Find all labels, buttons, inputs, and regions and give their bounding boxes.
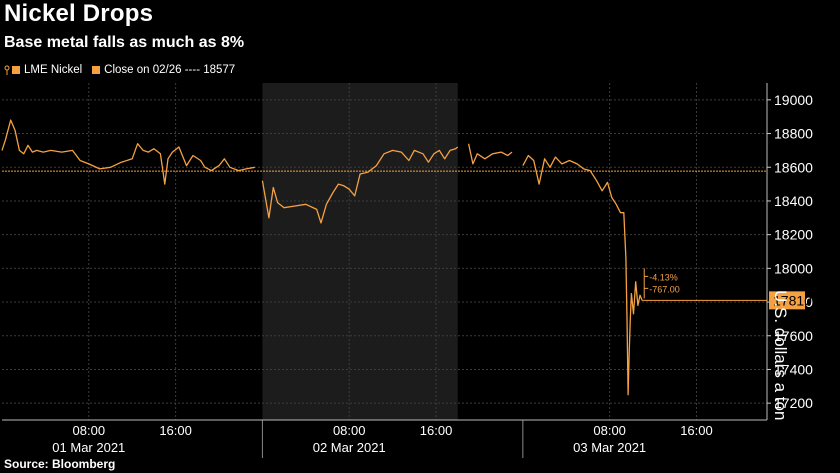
legend-item-close: Close on 02/26 ---- 18577 (92, 64, 235, 76)
chart-legend: LME Nickel Close on 02/26 ---- 18577 (4, 64, 245, 76)
pin-icon (4, 65, 10, 75)
annotation-change: -767.00 (649, 284, 680, 294)
annotation-percent: -4.13% (649, 272, 678, 282)
x-date-label: 02 Mar 2021 (313, 440, 386, 455)
series-line-segment (261, 146, 459, 224)
legend-swatch-close (92, 66, 101, 74)
y-tick-label: 17200 (774, 395, 813, 411)
x-tick-label: 16:00 (680, 423, 713, 438)
last-value-text: 17810 (773, 292, 812, 308)
y-tick-label: 17600 (774, 328, 813, 344)
shaded-session-band (262, 83, 458, 420)
y-tick-label: 18000 (774, 260, 813, 276)
x-tick-label: 08:00 (593, 423, 626, 438)
x-tick-label: 08:00 (333, 423, 366, 438)
chart-title: Nickel Drops (4, 0, 154, 27)
legend-close-label: Close on 02/26 ---- 18577 (104, 64, 236, 76)
source-note: Source: Bloomberg (4, 457, 116, 471)
x-date-label: 01 Mar 2021 (52, 440, 125, 455)
y-tick-label: 18800 (774, 126, 813, 142)
series-line-segment (522, 154, 643, 396)
y-tick-label: 17400 (774, 361, 813, 377)
y-tick-label: 19000 (774, 92, 813, 108)
series-line-segment (467, 143, 513, 165)
legend-swatch-series (12, 66, 20, 74)
last-value-badge (769, 291, 805, 310)
y-axis-label: U.S. dollars a ton (771, 290, 790, 421)
legend-item-series: LME Nickel (4, 64, 82, 76)
x-date-label: 03 Mar 2021 (573, 440, 646, 455)
y-tick-label: 18200 (774, 227, 813, 243)
x-tick-label: 16:00 (420, 423, 453, 438)
y-tick-label: 18600 (774, 159, 813, 175)
legend-series-label: LME Nickel (24, 64, 83, 76)
y-tick-label: 18400 (774, 193, 813, 209)
x-tick-label: 16:00 (159, 423, 192, 438)
series-line-segment (1, 119, 255, 185)
x-tick-label: 08:00 (73, 423, 106, 438)
chart-subtitle: Base metal falls as much as 8% (4, 34, 245, 51)
